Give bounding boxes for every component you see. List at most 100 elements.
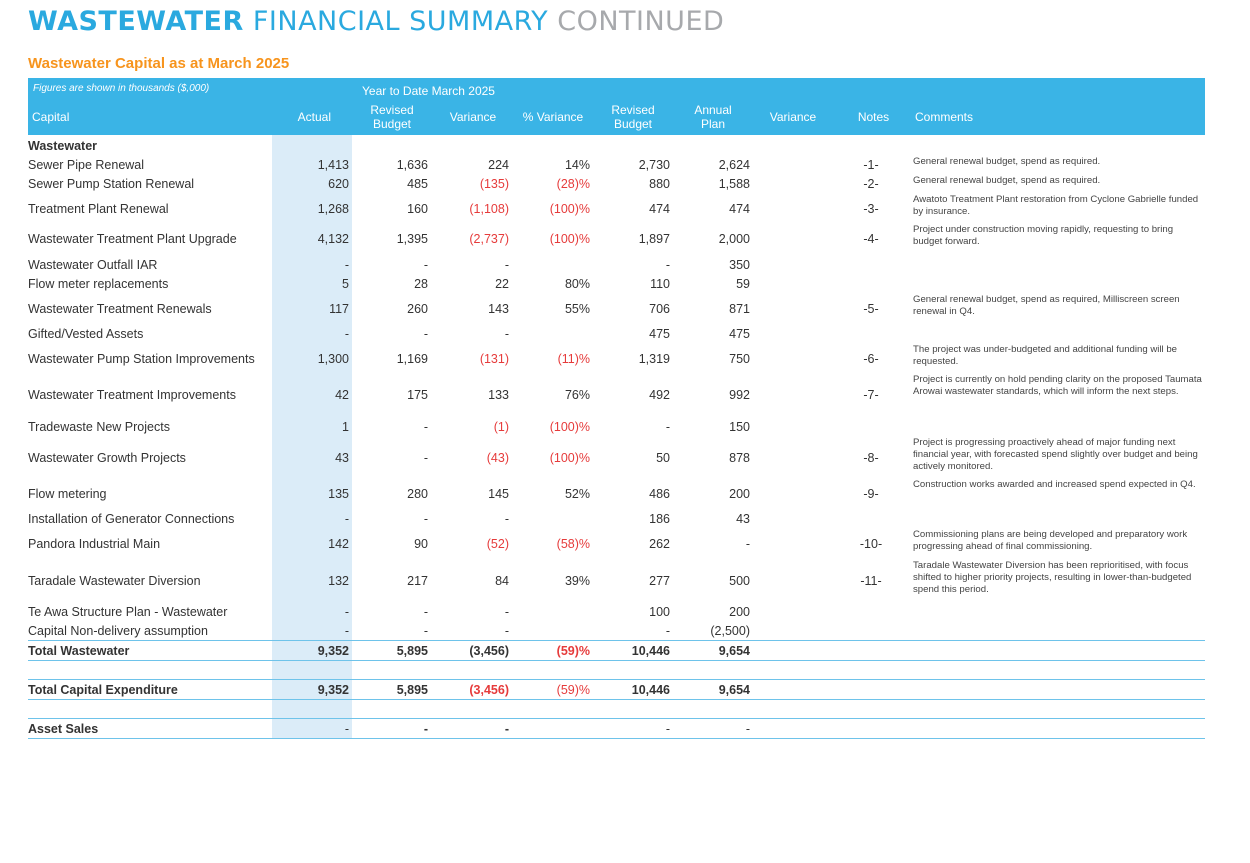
table-row: Wastewater Outfall IAR - - - - 350 [28, 256, 1205, 274]
actual-column-highlight [272, 135, 352, 739]
header-notes: Notes [857, 110, 890, 124]
cell-annual-plan: 500 [729, 574, 750, 588]
cell-annual-plan: 2,000 [718, 232, 750, 246]
cell-note: -1- [863, 158, 879, 172]
row-label: Wastewater Outfall IAR [28, 258, 158, 272]
row-label: Asset Sales [28, 722, 99, 736]
header-pct-variance: % Variance [522, 110, 584, 124]
cell-revised-budget: 175 [407, 388, 428, 402]
cell-actual: 117 [329, 302, 349, 316]
cell-annual-plan: 2,624 [718, 158, 750, 172]
cell-variance: - [504, 624, 509, 638]
row-label: Treatment Plant Renewal [28, 202, 169, 216]
table-row: Wastewater Pump Station Improvements 1,30… [28, 344, 1205, 368]
title-part-2: FINANCIAL SUMMARY [243, 6, 549, 37]
cell-revised-budget-annual: 50 [656, 451, 670, 465]
cell-comment: Project is currently on hold pending cla… [913, 374, 1202, 397]
cell-note: -11- [860, 574, 882, 588]
cell-comment: The project was under-budgeted and addit… [913, 344, 1178, 367]
cell-revised-budget: 280 [407, 487, 428, 501]
cell-revised-budget-annual: 492 [649, 388, 670, 402]
cell-variance: 143 [488, 302, 509, 316]
cell-pct-variance: 52% [564, 487, 590, 501]
cell-pct-variance: 76% [564, 388, 590, 402]
cell-revised-budget: - [423, 624, 428, 638]
divider [28, 718, 1205, 719]
asset-sales-row: Asset Sales - - - - - [28, 720, 1205, 738]
cell-variance: 145 [488, 487, 509, 501]
table-row: Sewer Pump Station Renewal 620 485 (135) (28… [28, 175, 1205, 193]
cell-revised-budget-annual: 1,319 [638, 352, 670, 366]
cell-actual: - [344, 258, 349, 272]
cell-variance: - [504, 605, 509, 619]
cell-note: -9- [863, 487, 879, 501]
header-revised-budget-annual: Revised Budget [611, 103, 655, 131]
cell-revised-budget-annual: - [665, 624, 670, 638]
row-label: Total Wastewater [28, 644, 130, 658]
header-comments: Comments [915, 110, 974, 124]
figures-note: Figures are shown in thousands ($,000) [33, 83, 210, 94]
cell-variance: 133 [488, 388, 509, 402]
cell-actual: 9,352 [317, 644, 349, 658]
cell-variance: (52) [486, 537, 509, 551]
row-label: Flow meter replacements [28, 277, 169, 291]
row-label: Gifted/Vested Assets [28, 327, 144, 341]
divider [28, 679, 1205, 680]
row-label: Wastewater Growth Projects [28, 451, 186, 465]
table-row: Installation of Generator Connections - - -… [28, 510, 1205, 528]
cell-actual: - [344, 722, 349, 736]
cell-actual: 620 [328, 177, 349, 191]
cell-revised-budget: 90 [414, 537, 428, 551]
cell-annual-plan: 150 [729, 420, 750, 434]
cell-actual: 1 [342, 420, 349, 434]
table-row: Te Awa Structure Plan - Wastewater - - - 100… [28, 603, 1205, 621]
row-label: Total Capital Expenditure [28, 683, 178, 697]
cell-note: -8- [863, 451, 879, 465]
cell-revised-budget: - [423, 512, 428, 526]
divider [28, 640, 1205, 641]
section-subtitle: Wastewater Capital as at March 2025 [28, 55, 290, 72]
cell-note: -4- [863, 232, 879, 246]
cell-revised-budget-annual: 474 [649, 202, 670, 216]
cell-pct-variance: (59)% [556, 683, 590, 697]
cell-revised-budget: 260 [407, 302, 428, 316]
cell-comment: Project under construction moving rapidl… [913, 224, 1174, 247]
header-annual-plan: Annual Plan [694, 103, 732, 131]
cell-pct-variance: 39% [564, 574, 590, 588]
cell-annual-plan: 871 [729, 302, 750, 316]
row-label: Wastewater Treatment Plant Upgrade [28, 232, 237, 246]
cell-actual: 142 [328, 537, 349, 551]
table-row: Wastewater Treatment Renewals 117 260 143 55… [28, 294, 1205, 318]
table-header: Figures are shown in thousands ($,000) Y… [28, 78, 1205, 135]
cell-actual: 4,132 [317, 232, 349, 246]
header-variance-ytd: Variance [449, 110, 497, 124]
cell-comment: Commissioning plans are being developed … [913, 529, 1188, 552]
divider [28, 738, 1205, 739]
cell-annual-plan: - [745, 722, 750, 736]
cell-variance: (131) [479, 352, 509, 366]
cell-actual: 5 [342, 277, 349, 291]
cell-note: -3- [863, 202, 879, 216]
cell-actual: - [344, 624, 349, 638]
cell-annual-plan: - [745, 537, 750, 551]
cell-pct-variance: 55% [564, 302, 590, 316]
row-label: Flow metering [28, 487, 107, 501]
cell-revised-budget-annual: 262 [649, 537, 670, 551]
table-row: Sewer Pipe Renewal 1,413 1,636 224 14% 2,730 2… [28, 156, 1205, 174]
cell-actual: 9,352 [317, 683, 349, 697]
cell-annual-plan: 750 [729, 352, 750, 366]
divider [28, 699, 1205, 700]
cell-revised-budget-annual: - [665, 420, 670, 434]
cell-comment: General renewal budget, spend as require… [913, 294, 1180, 317]
cell-variance: (2,737) [469, 232, 509, 246]
cell-variance: 84 [495, 574, 509, 588]
section-heading: Wastewater [28, 137, 1205, 155]
table-row: Gifted/Vested Assets - - - 475 475 [28, 325, 1205, 343]
cell-annual-plan: 200 [729, 487, 750, 501]
cell-revised-budget-annual: 880 [649, 177, 670, 191]
cell-revised-budget-annual: 1,897 [638, 232, 670, 246]
table-row: Flow metering 135 280 145 52% 486 200 -9- Constr… [28, 479, 1205, 503]
cell-pct-variance: (100)% [549, 232, 590, 246]
cell-actual: 132 [328, 574, 349, 588]
cell-pct-variance: (100)% [549, 202, 590, 216]
